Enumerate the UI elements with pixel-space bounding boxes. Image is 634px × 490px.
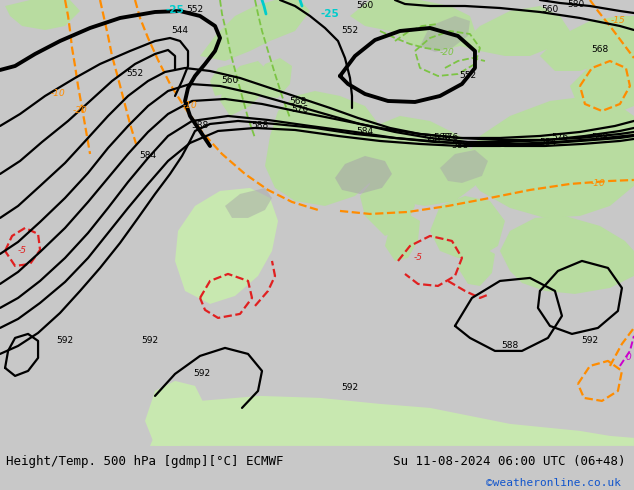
Polygon shape xyxy=(385,214,420,261)
Polygon shape xyxy=(460,6,570,56)
Polygon shape xyxy=(350,0,475,51)
Text: 544: 544 xyxy=(172,26,188,35)
Polygon shape xyxy=(360,116,480,206)
Text: 560: 560 xyxy=(541,5,559,15)
Text: 592: 592 xyxy=(342,383,359,392)
Text: 584: 584 xyxy=(356,127,373,137)
Polygon shape xyxy=(500,216,634,294)
Polygon shape xyxy=(460,96,634,218)
Text: 592: 592 xyxy=(56,337,74,345)
Text: 588: 588 xyxy=(451,142,469,150)
Polygon shape xyxy=(5,0,80,30)
Text: 552: 552 xyxy=(186,5,204,15)
Text: -15: -15 xyxy=(611,17,625,25)
Text: 552: 552 xyxy=(460,72,477,80)
Text: 560: 560 xyxy=(356,1,373,10)
Text: -10: -10 xyxy=(183,101,197,110)
Text: 576: 576 xyxy=(441,133,458,143)
Text: -25: -25 xyxy=(165,5,184,15)
Text: 568: 568 xyxy=(592,46,609,54)
Polygon shape xyxy=(175,386,188,399)
Text: Su 11-08-2024 06:00 UTC (06+48): Su 11-08-2024 06:00 UTC (06+48) xyxy=(393,455,626,468)
Text: -25: -25 xyxy=(321,9,339,19)
Text: 576: 576 xyxy=(292,105,309,115)
Polygon shape xyxy=(360,174,415,236)
Text: 588: 588 xyxy=(501,342,519,350)
Text: 568: 568 xyxy=(289,98,307,106)
Polygon shape xyxy=(150,396,634,446)
Polygon shape xyxy=(265,91,385,206)
Text: 560: 560 xyxy=(221,76,238,85)
Text: 588: 588 xyxy=(252,122,269,130)
Text: 588: 588 xyxy=(592,133,609,143)
Polygon shape xyxy=(430,196,505,258)
Polygon shape xyxy=(540,16,634,71)
Text: 584: 584 xyxy=(139,151,157,160)
Polygon shape xyxy=(225,188,272,218)
Text: 592: 592 xyxy=(141,337,158,345)
Polygon shape xyxy=(145,381,205,446)
Polygon shape xyxy=(258,58,292,98)
Text: 552: 552 xyxy=(342,26,359,35)
Text: -5: -5 xyxy=(18,246,27,255)
Text: 552: 552 xyxy=(126,70,144,78)
Text: -10: -10 xyxy=(590,179,605,189)
Polygon shape xyxy=(200,0,310,61)
Polygon shape xyxy=(440,150,488,183)
Text: 568: 568 xyxy=(424,135,441,145)
Text: -5: -5 xyxy=(413,253,422,263)
Polygon shape xyxy=(420,16,470,52)
Text: 588: 588 xyxy=(191,122,209,130)
Text: -10: -10 xyxy=(51,90,65,98)
Polygon shape xyxy=(175,188,278,304)
Polygon shape xyxy=(220,61,268,116)
Text: 592: 592 xyxy=(581,337,598,345)
Polygon shape xyxy=(335,156,392,194)
Polygon shape xyxy=(570,41,634,116)
Text: 592: 592 xyxy=(193,369,210,378)
Text: -20: -20 xyxy=(439,49,455,57)
Polygon shape xyxy=(458,246,495,286)
Text: 576: 576 xyxy=(552,133,569,143)
Text: 560: 560 xyxy=(434,133,451,143)
Polygon shape xyxy=(210,64,240,96)
Text: ©weatheronline.co.uk: ©weatheronline.co.uk xyxy=(486,478,621,489)
Text: Height/Temp. 500 hPa [gdmp][°C] ECMWF: Height/Temp. 500 hPa [gdmp][°C] ECMWF xyxy=(6,455,284,468)
Text: 584: 584 xyxy=(540,139,557,147)
Text: -20: -20 xyxy=(73,106,87,116)
Text: 580: 580 xyxy=(567,0,585,9)
Text: 0: 0 xyxy=(625,353,631,363)
